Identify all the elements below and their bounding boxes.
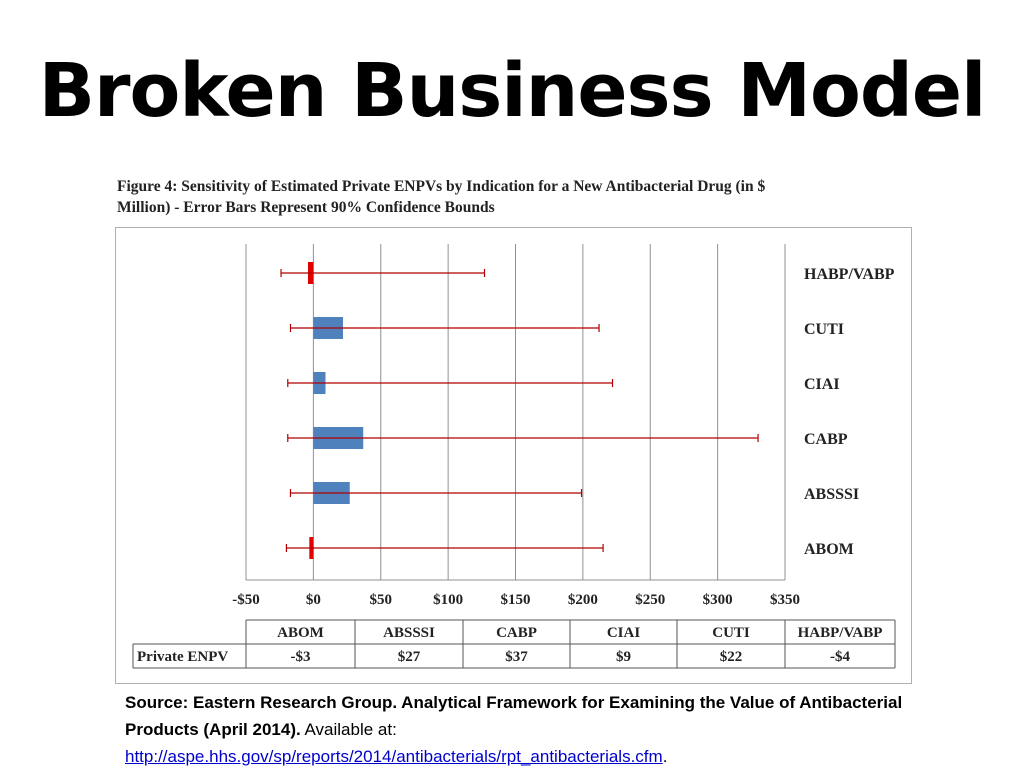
table-header: CIAI: [607, 625, 641, 641]
figure-caption-line-2: Million) - Error Bars Represent 90% Conf…: [117, 199, 495, 216]
category-label: CUTI: [804, 321, 844, 338]
x-tick-label: $300: [703, 592, 733, 608]
table-header: CUTI: [712, 625, 750, 641]
x-tick-label: $100: [433, 592, 463, 608]
table-value: -$4: [830, 649, 850, 665]
table-header: CABP: [496, 625, 537, 641]
source-available-at: Available at:: [300, 720, 397, 739]
category-label: CIAI: [804, 376, 840, 393]
slide-title: Broken Business Model: [38, 48, 987, 134]
x-tick-label: $150: [501, 592, 531, 608]
table-value: $22: [720, 649, 743, 665]
x-tick-label: $50: [370, 592, 393, 608]
category-label: ABSSSI: [804, 486, 859, 503]
table-row-label: Private ENPV: [137, 649, 228, 665]
table-value: $9: [616, 649, 631, 665]
x-tick-label: $0: [306, 592, 321, 608]
x-tick-label: $200: [568, 592, 598, 608]
figure-caption: Figure 4: Sensitivity of Estimated Priva…: [117, 176, 917, 218]
source-note: Source: Eastern Research Group. Analytic…: [125, 689, 925, 770]
table-header: ABSSSI: [383, 625, 435, 641]
figure-caption-line-1: Figure 4: Sensitivity of Estimated Priva…: [117, 178, 766, 195]
table-header: ABOM: [277, 625, 324, 641]
x-tick-label: $350: [770, 592, 800, 608]
table-header: HABP/VABP: [798, 625, 883, 641]
category-label: HABP/VABP: [804, 266, 895, 283]
enpv-bar-chart: -$50 $0 $50 $100 $150 $200 $250 $300 $350 HABP/VA…: [132, 244, 896, 669]
source-trailing: .: [662, 747, 668, 766]
source-link[interactable]: http://aspe.hhs.gov/sp/reports/2014/anti…: [125, 747, 663, 766]
chart-frame: -$50 $0 $50 $100 $150 $200 $250 $300 $350 HABP/VA…: [115, 227, 912, 684]
table-value: $27: [398, 649, 421, 665]
category-label: ABOM: [804, 541, 854, 558]
category-label: CABP: [804, 431, 848, 448]
table-value: -$3: [291, 649, 311, 665]
x-tick-label: -$50: [232, 592, 260, 608]
table-value: $37: [505, 649, 528, 665]
source-citation: Source: Eastern Research Group. Analytic…: [125, 693, 903, 739]
x-tick-label: $250: [635, 592, 665, 608]
